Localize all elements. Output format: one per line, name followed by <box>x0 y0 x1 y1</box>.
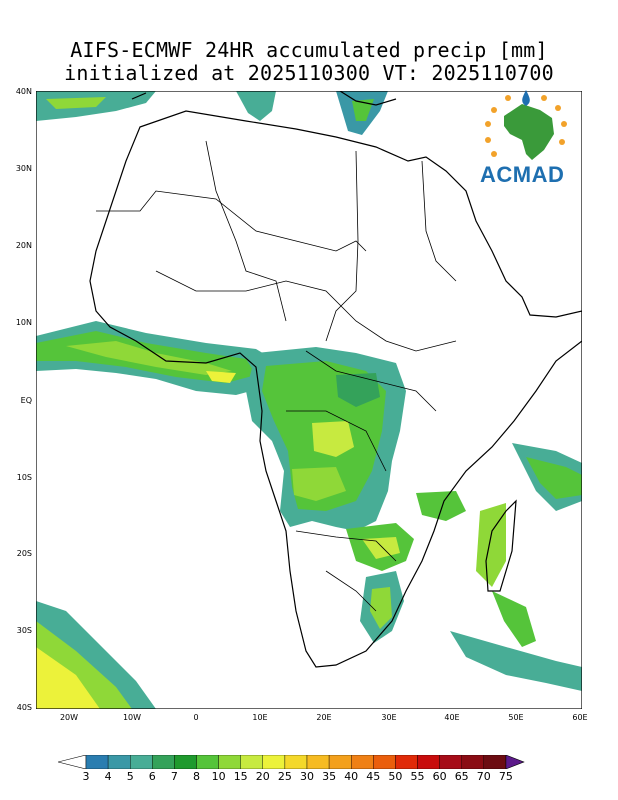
lon-label-60e: 60E <box>572 713 588 722</box>
coastline <box>89 91 582 668</box>
precip-field-southeast <box>346 443 582 691</box>
colorbar-label: 70 <box>476 770 491 783</box>
colorbar-cell <box>262 755 286 769</box>
lat-label-20s: 20S <box>16 549 32 558</box>
colorbar-cell <box>174 755 197 769</box>
lat-label-eq: EQ <box>20 396 32 405</box>
acmad-logo-graphic <box>485 90 567 160</box>
colorbar-label: 8 <box>193 770 200 783</box>
colorbar-cell <box>306 755 330 769</box>
colorbar-label: 60 <box>432 770 447 783</box>
precip-map <box>36 91 582 709</box>
colorbar-label: 75 <box>498 770 513 783</box>
colorbar-label: 55 <box>410 770 425 783</box>
lat-label-40n: 40N <box>15 87 32 96</box>
colorbar-cell <box>439 755 462 769</box>
lat-label-30s: 30S <box>16 626 32 635</box>
lat-label-10s: 10S <box>16 473 32 482</box>
africa-icon <box>504 104 554 160</box>
colorbar-label: 45 <box>366 770 381 783</box>
colorbar-cell <box>240 755 263 769</box>
colorbar-label: 40 <box>344 770 359 783</box>
precip-field-southwest <box>36 601 156 709</box>
colorbar-cell <box>328 755 352 769</box>
lat-label-40s: 40S <box>16 703 32 712</box>
colorbar-label: 25 <box>277 770 292 783</box>
title-line-2: initialized at 2025110300 VT: 2025110700 <box>64 61 554 85</box>
colorbar-cell <box>284 755 308 769</box>
colorbar-label: 50 <box>388 770 403 783</box>
colorbar-overflow-triangle <box>505 755 525 769</box>
water-drop-icon <box>522 90 530 106</box>
colorbar-label: 6 <box>148 770 156 783</box>
colorbar-cell <box>395 755 418 769</box>
precip-field-north <box>36 91 388 135</box>
colorbar-cell <box>85 755 109 769</box>
acmad-logo: ACMAD <box>474 88 578 188</box>
colorbar-label: 3 <box>82 770 90 783</box>
precip-field-gulf-of-guinea <box>36 321 276 395</box>
colorbar-label: 7 <box>170 770 178 783</box>
lat-label-20n: 20N <box>15 241 32 250</box>
colorbar-label: 35 <box>322 770 337 783</box>
lon-label-40e: 40E <box>444 713 460 722</box>
lat-label-30n: 30N <box>15 164 32 173</box>
lon-label-10e: 10E <box>252 713 268 722</box>
colorbar-cell <box>107 755 131 769</box>
colorbar-label: 10 <box>211 770 226 783</box>
lon-label-20w: 20W <box>59 713 79 722</box>
colorbar-label: 5 <box>126 770 134 783</box>
sun-rays-icon <box>485 95 567 157</box>
lon-label-20e: 20E <box>316 713 332 722</box>
colorbar-cell <box>196 755 219 769</box>
colorbar-label: 30 <box>300 770 314 783</box>
colorbar-label: 15 <box>233 770 248 783</box>
colorbar <box>58 755 525 769</box>
colorbar-cell <box>373 755 396 769</box>
colorbar-label: 20 <box>255 770 270 783</box>
colorbar-label: 65 <box>454 770 469 783</box>
colorbar-cell <box>461 755 485 769</box>
title-line-1: AIFS-ECMWF 24HR accumulated precip [mm] <box>70 38 548 62</box>
colorbar-cell <box>218 755 241 769</box>
colorbar-label: 4 <box>104 770 112 783</box>
colorbar-underflow-triangle <box>58 755 87 769</box>
lon-label-0: 0 <box>193 713 199 722</box>
country-borders <box>96 140 457 612</box>
lon-label-10w: 10W <box>122 713 142 722</box>
colorbar-cell <box>351 755 374 769</box>
colorbar-cell <box>483 755 507 769</box>
lat-label-10n: 10N <box>15 318 32 327</box>
colorbar-cell <box>152 755 175 769</box>
acmad-logo-text: ACMAD <box>480 162 565 187</box>
lon-label-50e: 50E <box>508 713 524 722</box>
lon-label-30e: 30E <box>381 713 397 722</box>
colorbar-cell <box>129 755 153 769</box>
precip-field-central-africa <box>246 347 406 531</box>
colorbar-cell <box>417 755 440 769</box>
